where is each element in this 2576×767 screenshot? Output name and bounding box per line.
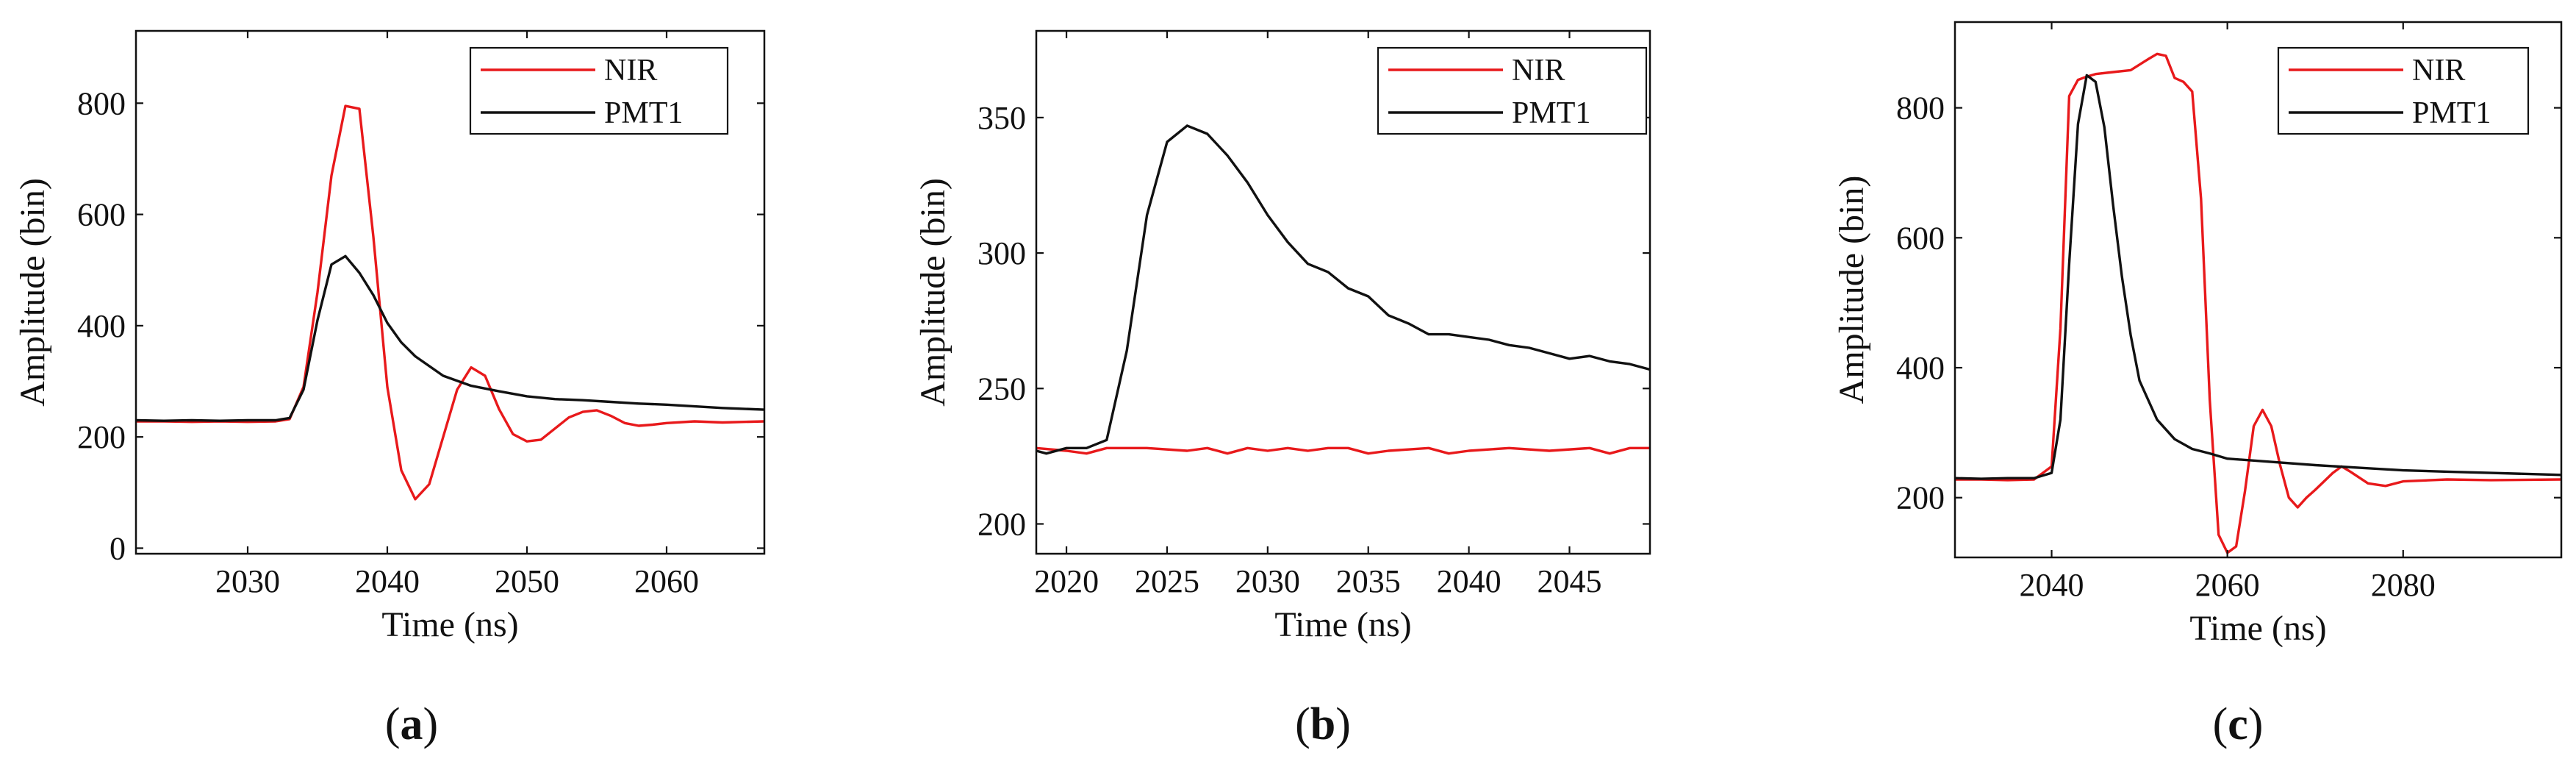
- y-tick-label: 300: [977, 235, 1026, 271]
- panel-caption-letter: c: [2228, 699, 2248, 749]
- y-tick-label: 800: [77, 85, 126, 121]
- series-line-nir: [1036, 446, 1650, 455]
- panel-caption: (b): [1295, 699, 1351, 749]
- y-tick-label: 200: [977, 506, 1026, 542]
- legend-box: [1377, 46, 1648, 135]
- legend-box: [469, 46, 729, 135]
- chart-panel-b: 2020 2025 2030 2035 2040 2045 200 250 300 350 Time…: [914, 29, 1651, 749]
- series-line-pmt1: [136, 254, 764, 422]
- panel-caption-letter: b: [1310, 699, 1335, 749]
- y-axis-title: Amplitude (bin): [13, 178, 52, 407]
- x-tick-label: 2060: [634, 563, 699, 599]
- legend: NIR PMT1: [1377, 46, 1648, 135]
- x-tick-label: 2080: [2371, 567, 2436, 603]
- y-tick-label: 0: [110, 530, 126, 566]
- x-tick-label: 2030: [1235, 563, 1300, 599]
- x-tick-label: 2060: [2195, 567, 2260, 603]
- y-axis-title: Amplitude (bin): [914, 178, 952, 407]
- legend: NIR PMT1: [2277, 46, 2530, 135]
- legend-label-nir: NIR: [2412, 54, 2465, 88]
- x-tick-label: 2040: [2020, 567, 2084, 603]
- x-axis-title: Time (ns): [2189, 609, 2326, 648]
- y-tick-label: 800: [1896, 90, 1945, 126]
- panel-caption-letter: a: [401, 699, 423, 749]
- legend-label-pmt1: PMT1: [604, 96, 683, 130]
- x-tick-label: 2040: [355, 563, 420, 599]
- y-tick-label: 350: [977, 100, 1026, 136]
- x-tick-label: 2020: [1034, 563, 1099, 599]
- y-tick-label: 400: [77, 308, 126, 344]
- legend-label-nir: NIR: [604, 54, 657, 88]
- x-tick-label: 2045: [1537, 563, 1601, 599]
- y-tick-label: 200: [1896, 480, 1945, 516]
- plot-area-frame: [1035, 29, 1651, 555]
- legend-label-nir: NIR: [1512, 54, 1565, 88]
- legend-label-pmt1: PMT1: [1512, 96, 1590, 130]
- legend: NIR PMT1: [469, 46, 729, 135]
- chart-panel-a: 2030 2040 2050 2060 0 200 400 600 800 Time (ns) Am…: [13, 29, 766, 749]
- x-axis-title: Time (ns): [381, 605, 518, 644]
- x-tick-label: 2040: [1437, 563, 1502, 599]
- y-axis-title: Amplitude (bin): [1832, 176, 1871, 404]
- y-tick-label: 250: [977, 371, 1026, 407]
- x-axis-title: Time (ns): [1274, 605, 1411, 644]
- series-line-pmt1: [1036, 124, 1650, 455]
- series-line-pmt1: [1955, 74, 2561, 480]
- x-tick-label: 2050: [495, 563, 559, 599]
- y-tick-label: 400: [1896, 350, 1945, 386]
- plot-area-frame: [1953, 21, 2563, 559]
- y-tick-label: 600: [77, 197, 126, 233]
- y-tick-label: 600: [1896, 220, 1945, 256]
- chart-panel-c: 2040 2060 2080 200 400 600 800 Time (ns) Amplitu…: [1832, 21, 2563, 749]
- x-tick-label: 2035: [1336, 563, 1401, 599]
- y-tick-label: 200: [77, 419, 126, 455]
- legend-label-pmt1: PMT1: [2412, 96, 2491, 130]
- x-tick-label: 2030: [215, 563, 280, 599]
- legend-box: [2277, 46, 2530, 135]
- panel-caption: (c): [2213, 699, 2264, 749]
- x-tick-label: 2025: [1135, 563, 1199, 599]
- series-line-nir: [1955, 52, 2561, 554]
- panel-caption: (a): [385, 699, 438, 749]
- plot-area-frame: [134, 29, 766, 555]
